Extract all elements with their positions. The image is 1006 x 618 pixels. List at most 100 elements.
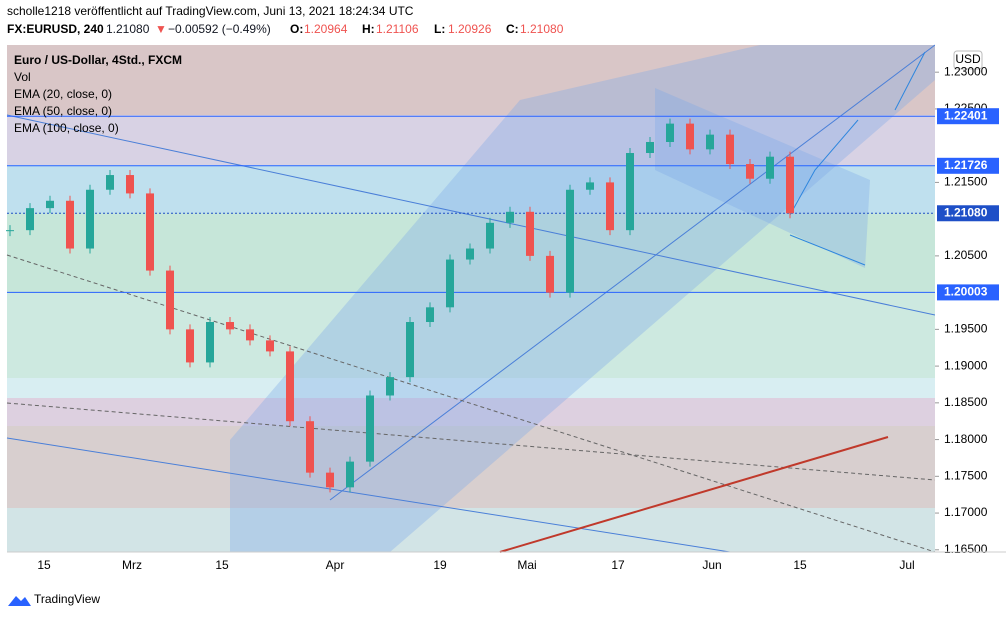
- price-label-box: [937, 205, 999, 222]
- candle: [446, 259, 454, 308]
- candle: [646, 141, 654, 154]
- currency-box[interactable]: [953, 50, 983, 70]
- publisher: scholle1218 veröffentlicht auf TradingVi…: [7, 4, 414, 18]
- candle: [186, 329, 194, 363]
- candle: [766, 156, 774, 179]
- legend-item: Euro / US-Dollar, 4Std., FXCM: [14, 53, 182, 67]
- y-tick-label: 1.21500: [944, 175, 988, 189]
- trend-line: [329, 44, 936, 501]
- trend-line: [6, 254, 936, 553]
- symbol: FX:EURUSD, 240: [7, 22, 104, 36]
- candle: [266, 340, 274, 352]
- x-tick-label: 15: [37, 558, 51, 572]
- candle: [386, 377, 394, 396]
- candle: [126, 175, 134, 194]
- candle: [606, 182, 614, 231]
- candle: [786, 156, 794, 214]
- x-tick-label: Jul: [899, 558, 914, 572]
- x-tick-label: 17: [611, 558, 625, 572]
- y-tick-label: 1.18500: [944, 395, 988, 409]
- legend-item: Vol: [14, 70, 31, 84]
- candle: [746, 164, 754, 179]
- y-tick-label: 1.17000: [944, 505, 988, 519]
- y-tick-label: 1.19500: [944, 322, 988, 336]
- zone: [7, 398, 935, 426]
- projection: [894, 51, 926, 111]
- ohlc-value: 1.20926: [448, 22, 492, 36]
- logo-icon: [8, 596, 31, 606]
- ohlc-key: L:: [434, 22, 445, 36]
- y-tick-label: 1.18000: [944, 432, 988, 446]
- candle: [6, 230, 14, 232]
- channel: [655, 88, 870, 268]
- y-tick-label: 1.23000: [944, 64, 988, 78]
- candle: [326, 472, 334, 488]
- candle: [546, 255, 554, 293]
- candle: [586, 182, 594, 190]
- currency: USD: [955, 52, 981, 66]
- trend-line: [499, 436, 889, 553]
- symbol-line: FX:EURUSD, 240 1.21080 ▼ −0.00592 (−0.49…: [7, 22, 564, 36]
- candle: [306, 421, 314, 473]
- last-price: 1.21080: [106, 22, 150, 36]
- candle: [106, 175, 114, 190]
- trend-line: [6, 114, 936, 316]
- zone: [7, 508, 935, 552]
- logo[interactable]: TradingView: [8, 592, 100, 606]
- projection: [789, 234, 866, 266]
- candle: [726, 134, 734, 165]
- price-label: 1.20003: [944, 285, 988, 299]
- candle: [226, 322, 234, 330]
- candle: [406, 322, 414, 378]
- zone: [7, 165, 935, 213]
- candle: [506, 211, 514, 223]
- price-label-box: [937, 284, 999, 301]
- ohlc-value: 1.21080: [520, 22, 564, 36]
- legend-item: EMA (20, close, 0): [14, 87, 112, 101]
- levels: [7, 115, 935, 293]
- x-tick-label: 19: [433, 558, 447, 572]
- zone: [7, 115, 935, 165]
- price-label-box: [937, 108, 999, 125]
- price-label: 1.21080: [944, 205, 988, 219]
- legend-item: EMA (100, close, 0): [14, 121, 119, 135]
- candle: [166, 270, 174, 330]
- zone: [7, 426, 935, 508]
- x-axis: 15 Mrz 15 Apr 19 Mai 17 Jun 15 Jul: [37, 558, 914, 572]
- price-label: 1.22401: [944, 108, 988, 122]
- x-tick-label: Mai: [517, 558, 536, 572]
- x-tick-label: 15: [793, 558, 807, 572]
- candle: [526, 211, 534, 256]
- candle: [426, 307, 434, 323]
- footer: TradingView: [34, 592, 100, 606]
- candle: [686, 123, 694, 150]
- x-tick-label: Apr: [326, 558, 345, 572]
- candle: [66, 200, 74, 249]
- y-tick-label: 1.16500: [944, 542, 988, 556]
- candle: [206, 322, 214, 363]
- change-arrow: ▼: [155, 22, 167, 36]
- candle: [286, 351, 294, 422]
- ohlc-value: 1.20964: [304, 22, 348, 36]
- channel: [230, 45, 935, 552]
- candle: [346, 461, 354, 488]
- x-tick-label: Mrz: [122, 558, 142, 572]
- x-tick-label: Jun: [702, 558, 721, 572]
- zone: [7, 293, 935, 378]
- candle: [486, 222, 494, 249]
- candle: [466, 248, 474, 260]
- projection: [789, 119, 859, 216]
- candle: [46, 200, 54, 209]
- trend-line: [6, 437, 731, 553]
- y-tick-label: 1.20500: [944, 248, 988, 262]
- change: −0.00592 (−0.49%): [168, 22, 271, 36]
- candle: [706, 134, 714, 150]
- candle: [566, 189, 574, 293]
- x-tick-label: 15: [215, 558, 229, 572]
- legend: Euro / US-Dollar, 4Std., FXCM Vol EMA (20,…: [14, 53, 182, 135]
- candle: [366, 395, 374, 462]
- candle: [626, 153, 634, 231]
- candle: [666, 123, 674, 142]
- zone: [7, 378, 935, 398]
